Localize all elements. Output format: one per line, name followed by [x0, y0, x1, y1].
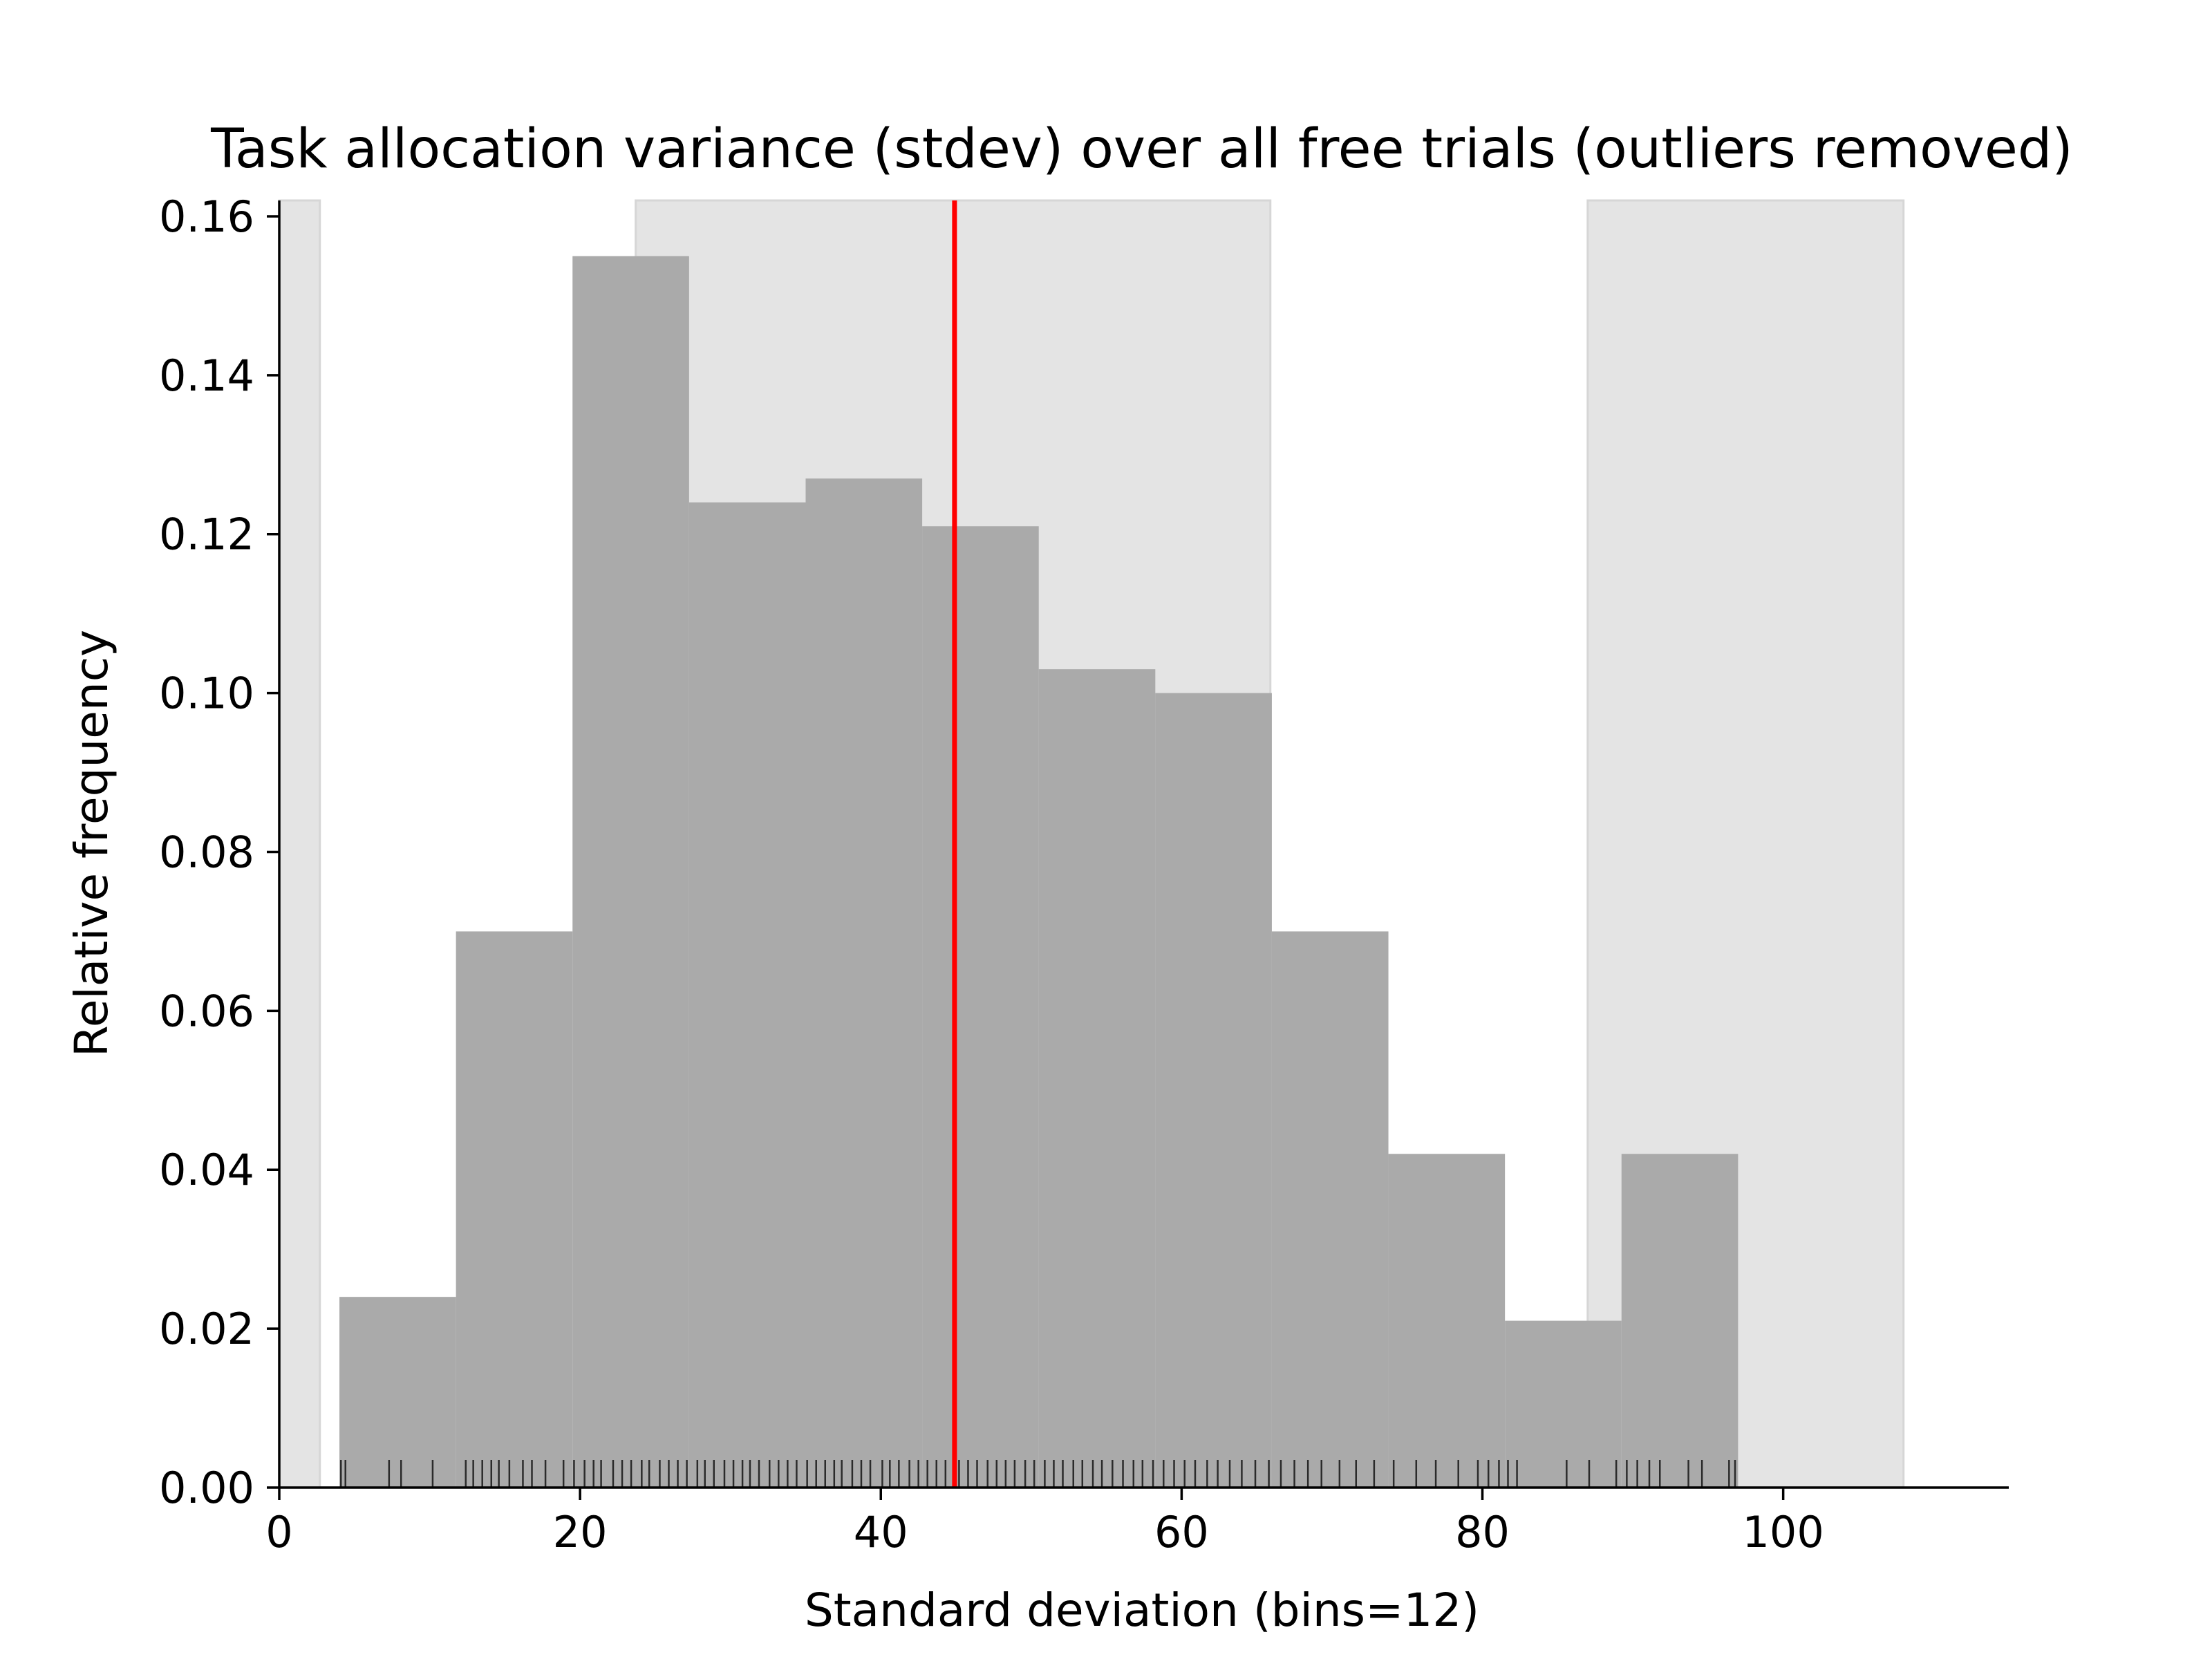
shaded-region-0	[278, 199, 321, 1489]
histogram-bar-10	[1505, 1320, 1622, 1488]
x-tick-label-1: 20	[553, 1507, 608, 1557]
y-axis-label: Relative frequency	[65, 630, 118, 1057]
x-tick-label-0: 0	[265, 1507, 292, 1557]
y-tick-label-7: 0.14	[159, 350, 254, 401]
y-tick-label-4: 0.08	[159, 827, 254, 877]
histogram-bar-6	[1038, 669, 1156, 1488]
x-tick-label-4: 80	[1455, 1507, 1510, 1557]
histogram-bars	[339, 256, 1738, 1488]
y-tick-label-3: 0.06	[159, 986, 254, 1036]
axes	[278, 200, 2009, 1489]
histogram-bar-9	[1388, 1154, 1506, 1488]
y-tick-label-2: 0.04	[159, 1145, 254, 1195]
histogram-bar-3	[688, 502, 806, 1488]
histogram-bar-2	[572, 256, 689, 1488]
histogram-bar-1	[456, 931, 573, 1488]
y-tick-label-1: 0.02	[159, 1304, 254, 1354]
histogram-bar-5	[922, 526, 1039, 1488]
ticks: 0 20 40 60 80 100 0.00 0.02 0.04 0.06 0.08 0.10 0.12…	[159, 191, 1824, 1557]
y-tick-label-5: 0.10	[159, 668, 254, 719]
x-tick-label-5: 100	[1742, 1507, 1824, 1557]
x-tick-label-3: 60	[1154, 1507, 1209, 1557]
y-tick-label-0: 0.00	[159, 1463, 254, 1513]
x-tick-label-2: 40	[854, 1507, 908, 1557]
histogram-bar-11	[1621, 1154, 1738, 1488]
y-tick-label-8: 0.16	[159, 191, 254, 242]
histogram-bar-8	[1271, 931, 1389, 1488]
chart-title: Task allocation variance (stdev) over al…	[210, 118, 2073, 180]
x-axis-label: Standard deviation (bins=12)	[805, 1584, 1479, 1637]
histogram-bar-0	[339, 1297, 456, 1488]
y-tick-label-6: 0.12	[159, 509, 254, 560]
histogram-bar-4	[805, 478, 923, 1488]
histogram-bar-7	[1155, 693, 1272, 1488]
rug-marks	[339, 1460, 1736, 1488]
